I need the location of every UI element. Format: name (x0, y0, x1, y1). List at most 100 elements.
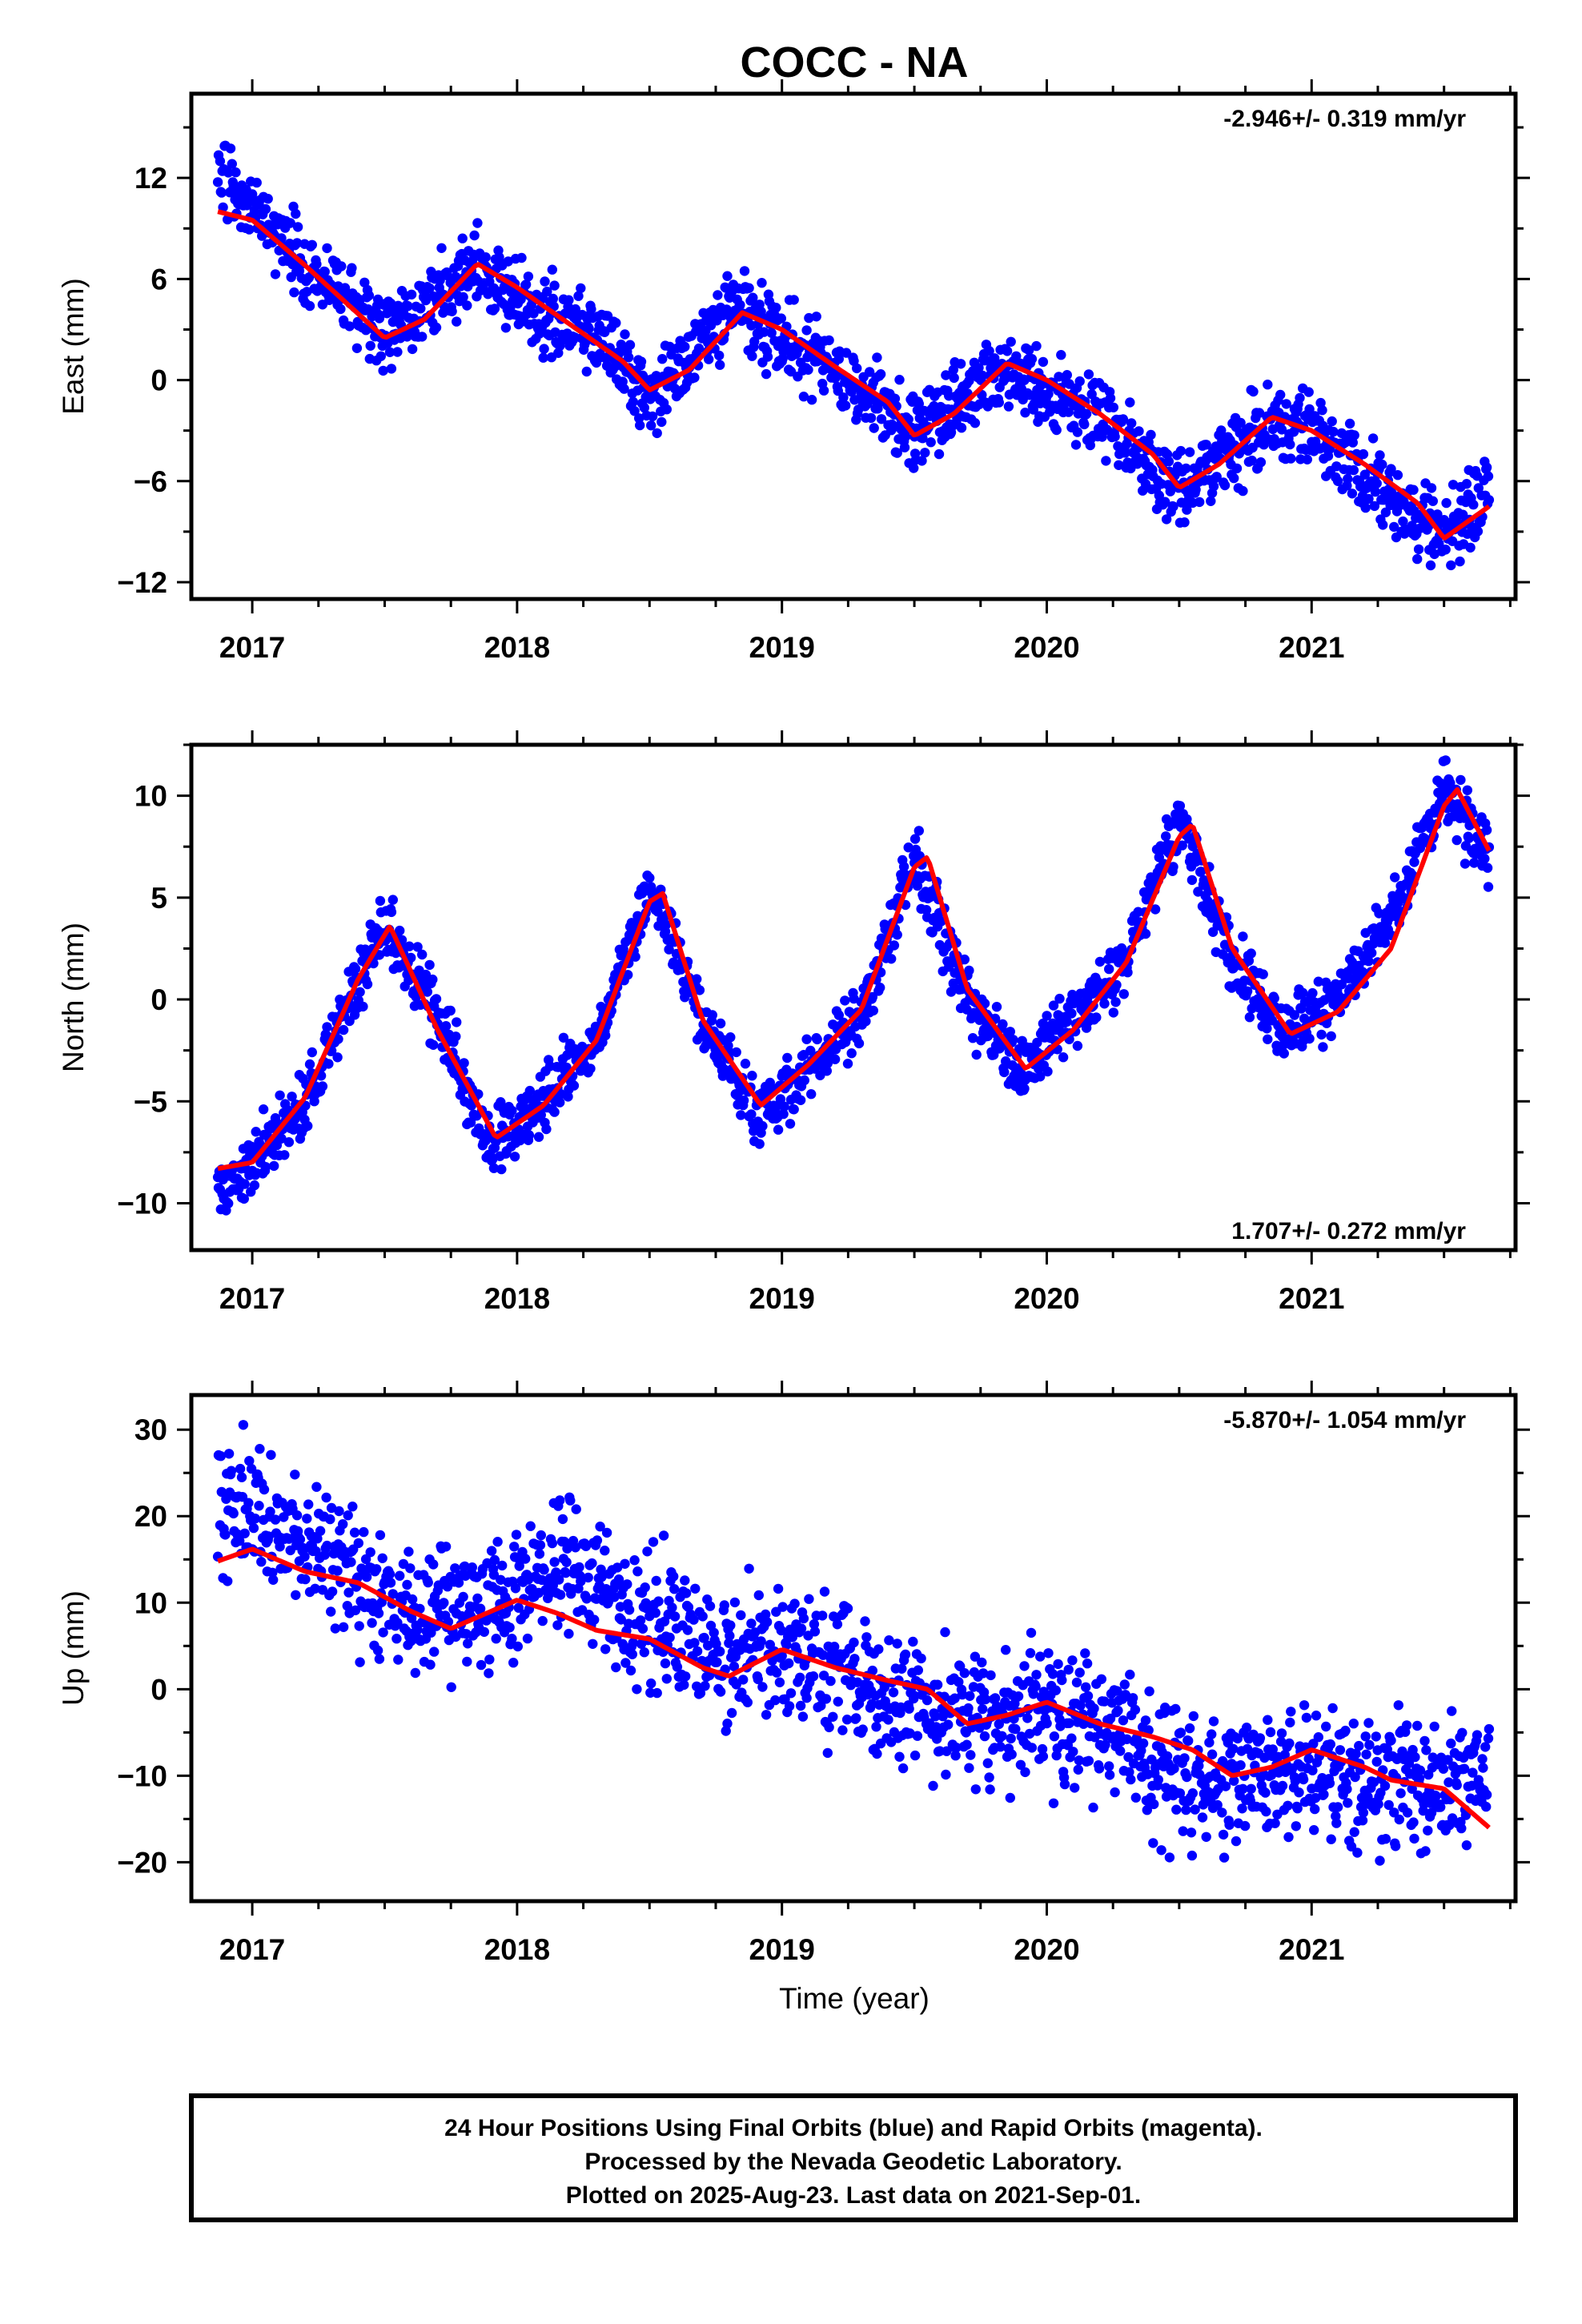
data-point (943, 1719, 954, 1730)
data-point (1110, 1787, 1120, 1798)
data-point (742, 1697, 753, 1707)
data-point (841, 400, 851, 411)
x-tick-label: 2021 (1279, 1933, 1344, 1966)
data-point (713, 290, 723, 300)
data-point (941, 370, 951, 380)
data-point (406, 952, 416, 963)
data-point (259, 1484, 270, 1495)
data-point (1219, 480, 1231, 491)
data-point (817, 1610, 828, 1621)
data-point (1255, 1733, 1266, 1743)
data-point (860, 1616, 870, 1626)
data-point (694, 985, 705, 995)
y-axis-label: North (mm) (57, 923, 90, 1072)
data-point (729, 1661, 740, 1672)
data-point (801, 1693, 812, 1703)
data-point (1174, 801, 1186, 811)
data-point (1361, 1749, 1371, 1759)
y-tick-label: 10 (135, 1586, 167, 1619)
data-point (628, 1638, 638, 1648)
data-point (795, 1672, 805, 1683)
data-point (1179, 1753, 1190, 1763)
y-tick-label: 10 (135, 780, 167, 813)
data-point (888, 1687, 899, 1698)
data-point (223, 167, 234, 178)
data-point (620, 1658, 631, 1668)
data-point (215, 1451, 226, 1462)
data-point (440, 1542, 452, 1552)
data-point (894, 375, 905, 385)
data-point (507, 1105, 517, 1116)
data-point (899, 442, 910, 452)
data-point (540, 276, 550, 287)
data-point (632, 1566, 643, 1577)
data-point (868, 1005, 879, 1016)
data-point (833, 1696, 844, 1707)
data-point (625, 1665, 636, 1676)
data-point (412, 1625, 423, 1635)
data-point (1218, 1829, 1229, 1840)
data-point (1379, 938, 1391, 948)
data-point (358, 1001, 368, 1012)
data-point (611, 318, 621, 328)
data-point (647, 411, 658, 422)
data-point (595, 1522, 605, 1532)
y-axis-label: East (mm) (57, 278, 90, 415)
data-point (355, 987, 365, 998)
data-point (302, 1514, 312, 1524)
data-point (405, 1563, 416, 1574)
data-point (1072, 427, 1083, 437)
data-point (547, 264, 557, 275)
data-point (312, 1534, 323, 1544)
data-point (322, 1540, 332, 1551)
data-point (725, 1630, 735, 1641)
data-point (809, 1618, 820, 1630)
data-point (904, 1703, 914, 1714)
data-point (1326, 1031, 1336, 1042)
data-point (407, 344, 418, 355)
data-point (1325, 1739, 1336, 1750)
data-point (520, 1554, 531, 1564)
data-point (1363, 1718, 1374, 1728)
data-point (564, 1628, 574, 1639)
data-point (1124, 1767, 1134, 1777)
data-point (781, 1639, 792, 1651)
data-point (583, 1572, 593, 1583)
data-point (766, 328, 777, 338)
data-point (440, 1021, 452, 1031)
data-point (984, 1772, 994, 1783)
data-point (1393, 1700, 1404, 1711)
data-point (533, 1132, 544, 1142)
data-point (665, 341, 675, 352)
data-point (555, 1590, 566, 1600)
data-point (333, 1034, 343, 1044)
data-point (549, 1557, 560, 1567)
data-point (1276, 1728, 1287, 1739)
data-point (1446, 560, 1456, 571)
data-point (1201, 440, 1211, 450)
data-point (1429, 549, 1439, 560)
data-point (779, 1101, 789, 1112)
data-point (580, 1541, 592, 1551)
data-point (1111, 979, 1122, 991)
data-point (1186, 1827, 1197, 1838)
data-point (917, 456, 927, 466)
data-point (1368, 1777, 1379, 1787)
data-point (865, 412, 877, 424)
data-point (1447, 480, 1459, 490)
data-point (721, 1726, 731, 1736)
data-point (615, 1602, 626, 1612)
data-point (407, 1594, 418, 1605)
data-point (1316, 1029, 1327, 1040)
data-point (909, 1750, 921, 1761)
data-point (355, 1657, 365, 1667)
data-point (1259, 1752, 1270, 1763)
data-point (1276, 424, 1287, 435)
data-point (714, 350, 725, 361)
data-point (472, 218, 483, 228)
data-point (420, 295, 432, 306)
data-point (1122, 1734, 1132, 1744)
data-point (680, 1575, 690, 1586)
data-point (536, 1110, 546, 1120)
data-point (422, 987, 432, 997)
